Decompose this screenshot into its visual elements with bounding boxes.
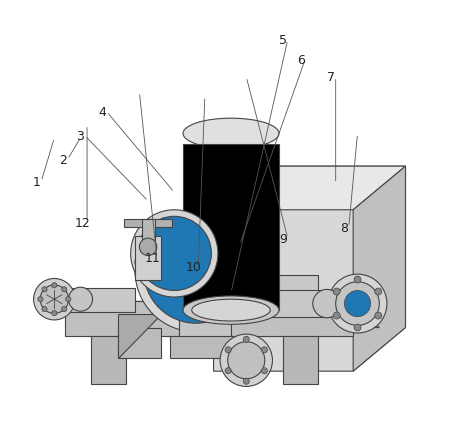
Ellipse shape — [40, 286, 68, 314]
Ellipse shape — [34, 279, 75, 320]
Bar — [183, 214, 279, 228]
Text: 8: 8 — [340, 221, 348, 234]
Ellipse shape — [333, 312, 340, 319]
Bar — [183, 173, 279, 186]
Ellipse shape — [228, 342, 265, 379]
Ellipse shape — [225, 368, 231, 374]
Bar — [183, 145, 279, 159]
Ellipse shape — [61, 287, 67, 292]
Text: 12: 12 — [75, 217, 91, 230]
Ellipse shape — [375, 312, 382, 319]
Bar — [170, 336, 240, 358]
Bar — [141, 219, 155, 250]
Ellipse shape — [68, 288, 92, 311]
Text: 6: 6 — [297, 54, 305, 67]
Bar — [174, 228, 218, 271]
Ellipse shape — [354, 276, 361, 283]
Ellipse shape — [243, 378, 249, 385]
Text: 10: 10 — [186, 260, 202, 273]
Ellipse shape — [131, 210, 218, 297]
Ellipse shape — [243, 336, 249, 343]
Bar — [183, 255, 279, 269]
Ellipse shape — [61, 307, 67, 312]
Ellipse shape — [192, 300, 270, 321]
Ellipse shape — [183, 119, 279, 149]
Bar — [183, 297, 279, 311]
Bar — [91, 336, 126, 385]
Bar — [183, 241, 279, 255]
Bar — [135, 237, 161, 280]
Ellipse shape — [220, 334, 273, 387]
Bar — [283, 336, 318, 385]
Ellipse shape — [52, 311, 57, 316]
Bar — [179, 297, 231, 341]
Bar — [56, 289, 135, 313]
Polygon shape — [353, 167, 406, 371]
Ellipse shape — [137, 217, 212, 291]
Bar — [183, 283, 279, 297]
Ellipse shape — [313, 290, 341, 318]
Ellipse shape — [261, 368, 267, 374]
Ellipse shape — [140, 239, 157, 256]
Ellipse shape — [336, 282, 379, 325]
Ellipse shape — [42, 287, 47, 292]
Text: 7: 7 — [328, 71, 335, 84]
Ellipse shape — [261, 347, 267, 353]
Ellipse shape — [333, 288, 340, 295]
Ellipse shape — [38, 297, 43, 302]
Ellipse shape — [183, 296, 279, 325]
Polygon shape — [65, 302, 379, 328]
Ellipse shape — [135, 210, 257, 332]
Polygon shape — [183, 145, 279, 311]
Bar — [65, 302, 353, 336]
Bar — [249, 276, 318, 308]
Ellipse shape — [354, 324, 361, 331]
Ellipse shape — [344, 291, 371, 317]
Ellipse shape — [328, 275, 387, 333]
Ellipse shape — [225, 347, 231, 353]
Polygon shape — [213, 167, 406, 371]
Ellipse shape — [375, 288, 382, 295]
Bar — [266, 291, 340, 317]
Text: 11: 11 — [145, 252, 160, 265]
Ellipse shape — [135, 251, 161, 275]
Bar — [183, 186, 279, 200]
Text: 1: 1 — [33, 176, 41, 188]
Bar — [124, 219, 172, 228]
Text: 5: 5 — [280, 34, 287, 47]
Polygon shape — [118, 315, 161, 358]
Text: 3: 3 — [77, 130, 85, 143]
Ellipse shape — [144, 219, 249, 323]
Bar — [118, 328, 161, 358]
Text: 2: 2 — [59, 154, 67, 167]
Text: 4: 4 — [98, 106, 106, 119]
Ellipse shape — [66, 297, 71, 302]
Polygon shape — [213, 167, 406, 210]
Bar — [183, 159, 279, 173]
Text: 9: 9 — [280, 232, 287, 245]
Bar — [183, 228, 279, 241]
Ellipse shape — [42, 307, 47, 312]
Ellipse shape — [52, 283, 57, 288]
Bar — [183, 269, 279, 283]
Bar — [183, 200, 279, 214]
